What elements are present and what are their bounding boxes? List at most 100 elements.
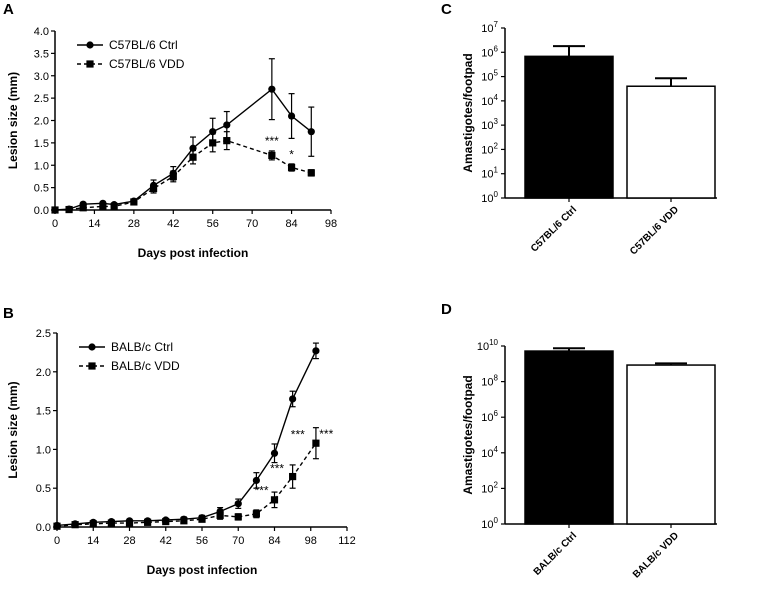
y-tick-base: 10 [477,341,489,353]
data-point [65,205,73,214]
y-tick-label: 106 [481,44,498,59]
x-tick-label: 28 [123,535,135,547]
y-tick-label: 2.5 [34,93,49,105]
x-tick-label: 56 [207,218,219,230]
y-tick-label: 0.5 [36,483,51,495]
significance-label: *** [319,427,333,441]
data-point [209,139,217,147]
y-tick-label: 0.0 [34,205,49,217]
category-label-0: C57BL/6 Ctrl [529,204,579,254]
data-point [189,153,197,161]
data-point [287,112,296,120]
legend-marker [86,41,94,49]
data-point [180,517,188,525]
significance-label: *** [270,462,284,476]
x-tick-label: 84 [268,535,280,547]
data-point [287,163,296,172]
y-tick-label: 108 [481,374,498,389]
chart-d: 1001021041061081010Amastigotes/footpadBA… [461,338,717,581]
legend-label-1: C57BL/6 VDD [109,57,185,71]
data-point [270,496,279,504]
data-point [107,519,115,527]
y-axis-title: Lesion size (mm) [6,381,20,478]
x-tick-label: 70 [232,535,244,547]
y-tick-label: 100 [481,190,498,205]
data-point [268,85,276,93]
y-tick-label: 102 [481,480,498,495]
data-point [169,172,177,181]
data-point [79,204,87,212]
y-tick-exponent: 6 [494,44,499,53]
y-tick-exponent: 8 [494,374,499,383]
y-tick-base: 10 [481,412,493,424]
y-tick-label: 1.5 [36,406,51,418]
y-tick-exponent: 1 [494,166,499,175]
y-tick-base: 10 [481,519,493,531]
legend-label-1: BALB/c VDD [111,359,180,373]
x-tick-label: 98 [305,535,317,547]
legend-marker [88,343,96,351]
y-tick-label: 105 [481,69,498,84]
y-tick-label: 3.5 [34,48,49,60]
data-point [144,518,152,526]
legend-marker [86,60,94,68]
bar-0 [524,55,614,199]
significance-label: *** [265,134,279,148]
significance-label: *** [255,483,269,497]
x-tick-label: 84 [285,218,297,230]
bar-1 [626,85,716,199]
x-tick-label: 98 [325,218,337,230]
category-label-1: BALB/c VDD [631,530,681,580]
data-point [162,517,170,526]
category-label-0: BALB/c Ctrl [532,530,580,578]
panel-letter-b: B [3,305,14,322]
y-tick-exponent: 7 [494,20,499,29]
data-point [53,522,61,530]
data-point [307,128,315,136]
data-point [71,521,79,529]
x-tick-label: 70 [246,218,258,230]
y-tick-exponent: 3 [494,117,499,126]
panel-letter-c: C [441,1,452,18]
y-tick-exponent: 10 [489,338,498,347]
y-tick-label: 102 [481,141,498,156]
data-point [289,395,297,403]
x-tick-label: 14 [88,218,100,230]
x-tick-label: 56 [196,535,208,547]
data-point [223,121,231,129]
y-tick-label: 103 [481,117,498,132]
x-tick-label: 42 [160,535,172,547]
data-point [312,347,320,355]
y-tick-base: 10 [481,96,493,108]
data-point [289,472,297,481]
x-tick-label: 14 [87,535,99,547]
data-point [125,519,134,527]
y-axis-title: Amastigotes/footpad [461,53,475,172]
category-label-1: C57BL/6 VDD [628,204,681,257]
y-tick-base: 10 [481,377,493,389]
y-tick-base: 10 [481,448,493,460]
y-tick-label: 104 [481,445,498,460]
y-axis-title: Amastigotes/footpad [461,375,475,494]
y-tick-exponent: 0 [494,516,499,525]
y-tick-base: 10 [481,120,493,132]
data-point [99,202,107,211]
bar-1 [626,364,716,525]
data-point [89,520,97,528]
y-tick-label: 104 [481,93,498,108]
data-point [149,184,158,193]
y-tick-label: 0.5 [34,183,49,195]
data-point [234,513,242,521]
y-tick-exponent: 4 [494,93,499,102]
y-tick-base: 10 [481,169,493,181]
data-point [223,137,231,145]
y-tick-label: 1.0 [36,444,51,456]
x-axis-title: Days post infection [147,563,258,577]
y-tick-label: 3.0 [34,71,49,83]
y-tick-exponent: 6 [494,409,499,418]
x-axis-title: Days post infection [138,246,249,260]
y-tick-base: 10 [481,72,493,84]
panel-letter-d: D [441,301,452,318]
legend-label-0: C57BL/6 Ctrl [109,38,178,52]
